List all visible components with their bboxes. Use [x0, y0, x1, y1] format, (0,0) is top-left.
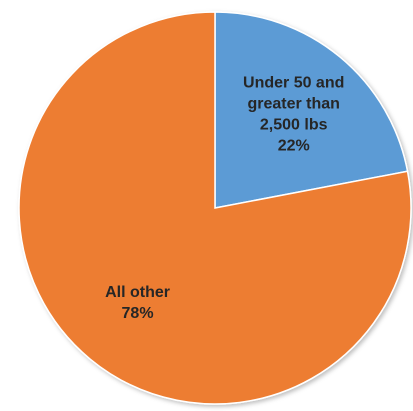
pie-slice-percent-1: 78%	[122, 305, 154, 322]
pie-slice-label-1: All other 78%	[105, 284, 170, 322]
pie-slice-percent-0: 22%	[278, 137, 310, 154]
pie-slice-0	[214, 11, 409, 209]
pie-slices	[18, 11, 412, 405]
pie-slice-label-line: Under 50 and	[243, 74, 344, 91]
pie-labels: Under 50 and greater than 2,500 lbs 22% All …	[105, 74, 344, 322]
pie-slice-label-line: All other	[105, 284, 170, 301]
pie-slice-1	[18, 11, 412, 405]
pie-slice-label-line: greater than	[247, 95, 339, 112]
pie-slice-label-line: 2,500 lbs	[260, 116, 328, 133]
pie-slice-label-0: Under 50 and greater than 2,500 lbs 22%	[243, 74, 344, 154]
